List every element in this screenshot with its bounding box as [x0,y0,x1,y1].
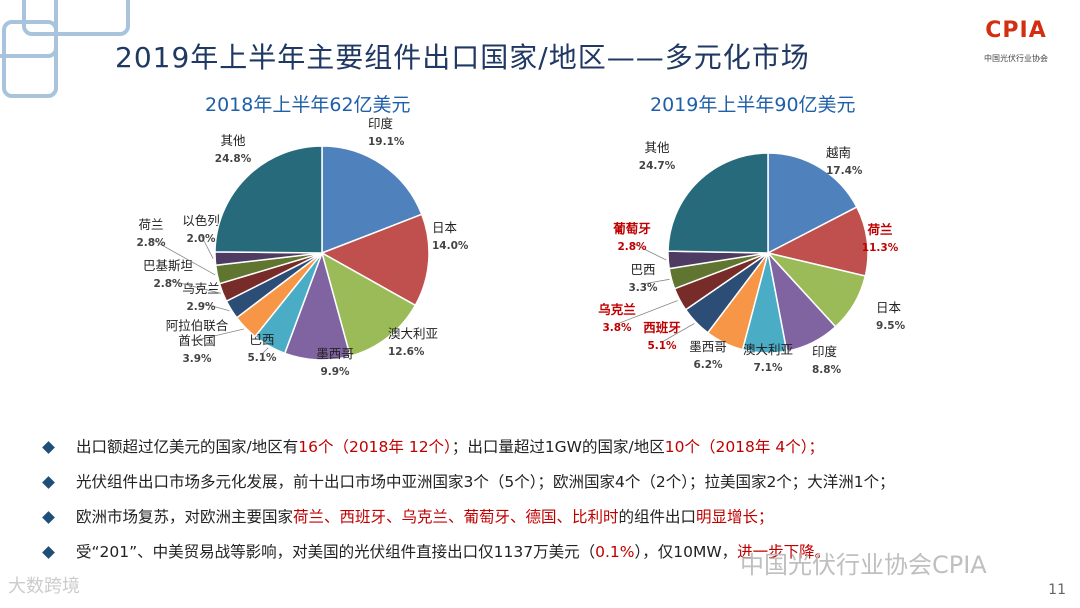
watermark-dashujing: 大数跨境 [8,576,80,597]
slice-name-label: 印度 [812,344,838,359]
leader-line [616,300,678,325]
slice-name-label: 澳大利亚 [743,342,793,357]
slice-percent-label: 5.1% [247,352,277,364]
slice-name-label: 巴基斯坦 [143,258,193,273]
slice-percent-label: 3.9% [182,353,212,365]
highlight-text: 明显增长； [696,508,774,526]
leader-line [167,279,221,294]
slice-name-label: 印度 [368,116,394,131]
pie-slice [320,213,430,307]
logo-text: CPIA [985,18,1047,43]
pie-slice [214,145,323,254]
bullet-text: 受“201”、中美贸易战等影响，对美国的光伏组件直接出口仅1137万美元（ [76,543,596,561]
slice-name-label: 以色列 [182,213,220,228]
slice-percent-label: 2.9% [186,301,216,313]
slice-name-label: 日本 [432,220,458,235]
diamond-bullet-icon [42,511,55,524]
slice-percent-label: 12.6% [388,346,425,358]
diamond-bullet-icon [42,546,55,559]
slice-name-label: 其他 [644,140,670,155]
slice-percent-label: 2.8% [617,241,647,253]
slice-percent-label: 2.8% [136,237,166,249]
highlight-text: 16个（2018年 12个） [298,438,452,456]
bullet-item: 光伏组件出口市场多元化发展，前十出口市场中亚洲国家3个（5个）；欧洲国家4个（2… [42,465,1052,500]
bullet-text: 的组件出口 [618,508,697,526]
page-title: 2019年上半年主要组件出口国家/地区——多元化市场 [115,41,810,74]
leader-line [196,328,244,341]
slice-percent-label: 24.8% [215,153,252,165]
bullet-text: 出口额超过亿美元的国家/地区有 [76,438,299,456]
bullet-item: 欧洲市场复苏，对欧洲主要国家荷兰、西班牙、乌克兰、葡萄牙、德国、比利时的组件出口… [42,500,1052,535]
slice-percent-label: 8.8% [812,364,842,376]
bullet-item: 出口额超过亿美元的国家/地区有16个（2018年 12个）；出口量超过1GW的国… [42,430,1052,465]
bullet-text: ），仅10MW， [634,543,738,561]
slice-percent-label: 3.3% [628,282,658,294]
chart-title-2018: 2018年上半年62亿美元 [205,94,411,116]
diamond-bullet-icon [42,476,55,489]
slice-percent-label: 3.8% [602,322,632,334]
slice-name-label: 荷兰 [138,217,163,232]
page-number: 11 [1048,582,1066,598]
bullet-text: 欧洲市场复苏，对欧洲主要国家 [76,508,294,526]
slice-name-label: 西班牙 [643,320,681,335]
leader-line [631,242,667,261]
decor-square [22,0,130,36]
slice-name-label: 日本 [876,300,902,315]
slice-percent-label: 2.0% [186,233,216,245]
bullet-item: 受“201”、中美贸易战等影响，对美国的光伏组件直接出口仅1137万美元（0.1… [42,535,1052,570]
pie-charts: 印度 19.1% 日本 14.0% 澳大利亚 12.6% 墨西哥 9.9% 巴西 5.1% 阿拉伯联… [136,116,906,378]
slice-percent-label: 6.2% [693,359,723,371]
highlight-text: 荷兰、西班牙、乌克兰、葡萄牙、德国、比利时 [293,508,619,526]
slice-name-label: 酋长国 [178,333,216,348]
slice-percent-label: 19.1% [368,136,405,148]
slice-name-label: 阿拉伯联合 [166,318,229,333]
slice-name-label: 其他 [220,133,246,148]
logo-subtext: 中国光伏行业协会 [984,54,1048,63]
slice-percent-label: 2.8% [153,278,183,290]
leader-line [200,234,214,259]
slice-percent-label: 24.7% [639,160,676,172]
slice-percent-label: 5.1% [647,340,677,352]
slice-name-label: 巴西 [630,262,655,277]
slice-percent-label: 9.9% [320,366,350,378]
pie-slice [320,251,417,358]
bullet-text: 光伏组件出口市场多元化发展，前十出口市场中亚洲国家3个（5个）；欧洲国家4个（2… [76,473,895,491]
slice-percent-label: 17.4% [826,165,863,177]
chart-title-2019: 2019年上半年90亿美元 [650,94,856,116]
slice-percent-label: 9.5% [876,320,906,332]
slice-name-label: 葡萄牙 [612,221,651,236]
slice-percent-label: 14.0% [432,240,469,252]
pie-slice [321,145,423,255]
leader-line [261,347,269,355]
pie-slice [767,152,858,255]
slice-name-label: 墨西哥 [689,339,727,354]
leader-line [642,278,670,285]
slice-name-label: 越南 [826,145,851,160]
slice-name-label: 澳大利亚 [388,326,438,341]
bullet-list: 出口额超过亿美元的国家/地区有16个（2018年 12个）；出口量超过1GW的国… [42,430,1052,570]
slice-percent-label: 11.3% [862,242,899,254]
slice-name-label: 乌克兰 [598,302,636,317]
pie-slice [667,152,769,254]
watermark-cpia: 中国光伏行业协会CPIA [740,551,987,579]
highlight-text: 进一步下降。 [737,543,831,561]
highlight-text: 10个（2018年 4个）； [664,438,824,456]
highlight-text: 0.1% [595,543,635,561]
slice-percent-label: 7.1% [753,362,783,374]
decor-square [2,20,58,98]
leader-line [150,238,216,276]
diamond-bullet-icon [42,441,55,454]
slice-name-label: 墨西哥 [316,346,354,361]
leader-line [200,302,230,312]
leader-line [661,323,695,343]
bullet-text: ；出口量超过1GW的国家/地区 [451,438,665,456]
slice-name-label: 荷兰 [866,222,893,237]
cpia-logo: CPIA 中国光伏行业协会 [966,18,1066,68]
